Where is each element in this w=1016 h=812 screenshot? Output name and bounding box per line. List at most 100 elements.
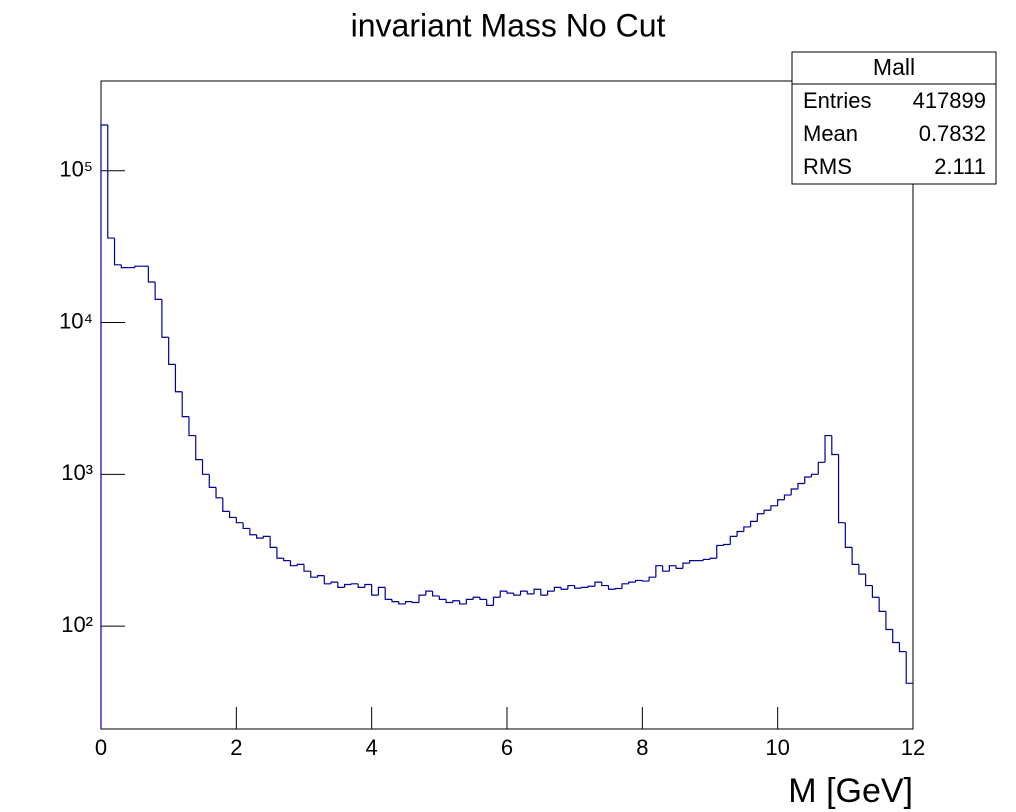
stats-box: Mall Entries 417899 Mean 0.7832 RMS 2.11… [791, 51, 997, 185]
histogram-bin [553, 586, 562, 592]
stats-label: RMS [803, 154, 852, 179]
histogram-bin [296, 563, 304, 566]
histogram-bin [804, 476, 812, 484]
histogram-bin [837, 454, 846, 524]
histogram-bin [134, 265, 142, 268]
histogram-bin [594, 581, 602, 587]
histogram-bin [858, 564, 866, 575]
histogram-bin [113, 238, 122, 266]
histogram-bin [736, 530, 744, 537]
x-tick-label: 0 [95, 735, 107, 760]
histogram-bin [634, 579, 643, 583]
stats-value: 0.7832 [919, 121, 986, 146]
histogram-bin [438, 595, 447, 600]
y-tick-label: 10⁵ [59, 157, 93, 182]
histogram-bin [256, 534, 264, 539]
histogram-bin [181, 391, 189, 418]
histogram-bin [479, 597, 487, 600]
histogram-bin [188, 416, 196, 437]
histogram-bin [262, 535, 271, 539]
histogram-bin [208, 474, 217, 488]
histogram-bin [506, 591, 514, 594]
histogram-bin [513, 593, 521, 596]
histogram-bin [519, 590, 528, 596]
stats-value: 417899 [913, 88, 986, 113]
histogram-bin [783, 494, 792, 500]
x-axis-label: M [GeV] [788, 772, 913, 810]
histogram-bin [472, 596, 480, 600]
x-tick-label: 10 [765, 735, 789, 760]
histogram-bin [459, 600, 467, 605]
histogram-bin [289, 560, 298, 567]
histogram-bin [398, 601, 406, 605]
histogram-bin [648, 576, 656, 582]
y-tick-label: 10⁴ [59, 308, 93, 333]
histogram-bin [580, 586, 589, 589]
histogram-bin [763, 509, 771, 514]
x-tick-label: 4 [366, 735, 378, 760]
histogram-bin [310, 571, 318, 578]
histogram-bin [587, 585, 595, 588]
histogram-bin [465, 598, 474, 604]
histogram-bin [316, 575, 325, 578]
histogram-bin [716, 544, 724, 559]
histogram-bin [445, 599, 453, 604]
histogram-bin [898, 642, 907, 653]
histogram-bin [749, 520, 758, 527]
histogram-bin [201, 459, 210, 475]
histogram-bin [790, 488, 798, 496]
histogram-bin [560, 587, 568, 590]
histogram-bin [892, 629, 900, 644]
x-tick-label: 6 [501, 735, 513, 760]
histogram-bin [729, 535, 738, 545]
histogram-bin [344, 583, 352, 588]
y-tick-label: 10³ [61, 460, 93, 485]
histogram-bin [844, 522, 853, 549]
histogram-bin [871, 585, 880, 598]
histogram-bin [499, 590, 507, 598]
histogram-bin [641, 580, 650, 582]
histogram-bin [492, 596, 501, 606]
histogram-bin [885, 611, 893, 631]
histogram-bin [147, 266, 156, 283]
stats-value: 2.111 [934, 154, 986, 179]
histogram-bin [235, 517, 244, 524]
histogram-bin [702, 558, 710, 561]
histogram-bin [526, 591, 535, 595]
histogram-bin [161, 299, 169, 338]
plot-frame [100, 80, 914, 730]
histogram-bin [607, 585, 616, 590]
histogram-bin [418, 594, 426, 603]
histogram-bin [100, 124, 108, 729]
histogram-bin [357, 583, 365, 588]
histogram-bin [601, 582, 609, 587]
histogram-bin [865, 574, 873, 587]
histogram-bin [831, 435, 839, 456]
histogram-bin [283, 558, 291, 562]
histogram-bin [323, 575, 332, 585]
x-tick-label: 8 [636, 735, 648, 760]
histogram-bin [384, 587, 392, 600]
histogram-bin [567, 584, 575, 590]
histogram-bin [391, 599, 399, 603]
histogram-bin [810, 473, 819, 478]
histogram-bin [682, 562, 690, 569]
histogram-bin [851, 547, 859, 566]
histogram-bin [628, 581, 636, 584]
histogram-bin [350, 583, 359, 585]
histogram-bin [533, 588, 541, 594]
histogram-bin [330, 581, 338, 584]
x-tick-label: 2 [230, 735, 242, 760]
histogram-bin [689, 560, 697, 564]
histogram-bin [574, 585, 582, 589]
histogram-bin [452, 600, 460, 603]
histogram-bin [621, 583, 629, 589]
histogram-bin [824, 434, 832, 463]
histogram-bin [905, 651, 913, 684]
histogram-bin [174, 364, 183, 393]
chart-title: invariant Mass No Cut [351, 7, 666, 43]
histogram-bin [411, 601, 420, 604]
histogram-bin [215, 487, 223, 499]
stats-frame [791, 51, 997, 185]
histogram-bin [337, 582, 345, 588]
